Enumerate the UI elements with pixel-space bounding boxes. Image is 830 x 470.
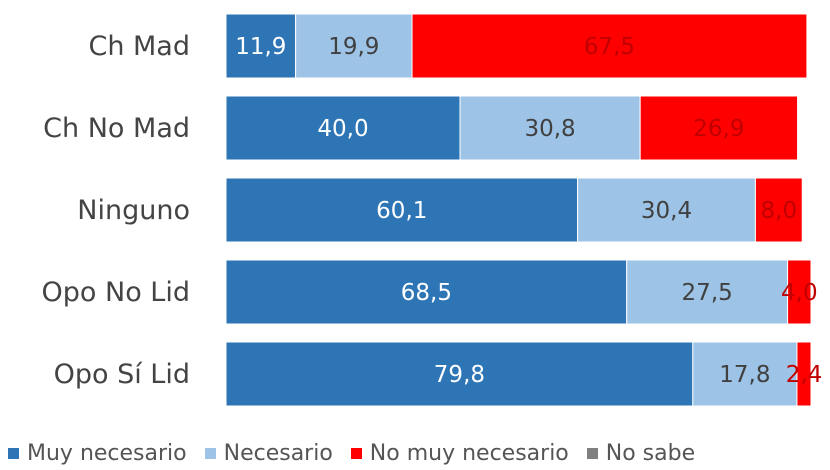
data-label: 79,8 — [434, 362, 485, 388]
bar-segment — [225, 13, 297, 79]
legend-swatch — [586, 447, 598, 459]
legend-swatch — [350, 447, 362, 459]
legend-label: Muy necesario — [27, 440, 187, 466]
category-label: Opo Sí Lid — [54, 359, 190, 390]
data-label: 19,9 — [328, 34, 379, 60]
category-label: Opo No Lid — [42, 277, 190, 308]
legend-item: No muy necesario — [350, 440, 569, 466]
stacked-bar-chart: Ch Mad Ch No Mad Ninguno Opo No Lid Opo Sí L… — [42, 13, 822, 407]
data-label: 30,8 — [524, 116, 575, 142]
legend-label: Necesario — [223, 440, 333, 466]
bars — [225, 13, 812, 407]
legend-item: No sabe — [586, 440, 696, 466]
data-labels: 11,9 19,9 67,5 40,0 30,8 26,9 60,1 30,4 8,0 68,5 2… — [235, 34, 822, 388]
data-label: 2,4 — [786, 362, 823, 388]
bar-segment — [225, 341, 694, 407]
bar-segment — [295, 13, 413, 79]
legend-label: No sabe — [605, 440, 696, 466]
category-label: Ch Mad — [88, 31, 190, 62]
data-label: 30,4 — [641, 198, 692, 224]
bar-segment — [225, 95, 461, 161]
data-label: 11,9 — [235, 34, 286, 60]
bar-segment — [787, 259, 812, 325]
data-label: 60,1 — [376, 198, 427, 224]
data-label: 68,5 — [401, 280, 452, 306]
data-label: 40,0 — [317, 116, 368, 142]
data-label: 8,0 — [761, 198, 798, 224]
data-label: 27,5 — [682, 280, 733, 306]
legend-item: Muy necesario — [8, 441, 187, 466]
bar-segment — [692, 341, 798, 407]
bar-segment — [754, 177, 803, 243]
data-label: 4,0 — [781, 280, 818, 306]
legend-label: No muy necesario — [369, 440, 569, 466]
data-label: 17,8 — [719, 362, 770, 388]
category-labels: Ch Mad Ch No Mad Ninguno Opo No Lid Opo Sí L… — [42, 31, 190, 390]
legend-item: Necesario — [204, 440, 333, 466]
bar-segment — [639, 95, 799, 161]
bar-segment — [577, 177, 756, 243]
bar-segment — [796, 341, 812, 407]
data-label: 67,5 — [584, 34, 635, 60]
bar-segment — [225, 259, 628, 325]
bar-segment — [411, 13, 808, 79]
legend-swatch — [204, 447, 216, 459]
legend: Muy necesario Necesario No muy necesario No… — [8, 438, 713, 468]
data-label: 26,9 — [693, 116, 744, 142]
category-label: Ninguno — [77, 195, 190, 226]
bar-segment — [225, 177, 579, 243]
bar-segment — [459, 95, 641, 161]
category-label: Ch No Mad — [43, 113, 190, 144]
legend-swatch — [8, 447, 19, 459]
